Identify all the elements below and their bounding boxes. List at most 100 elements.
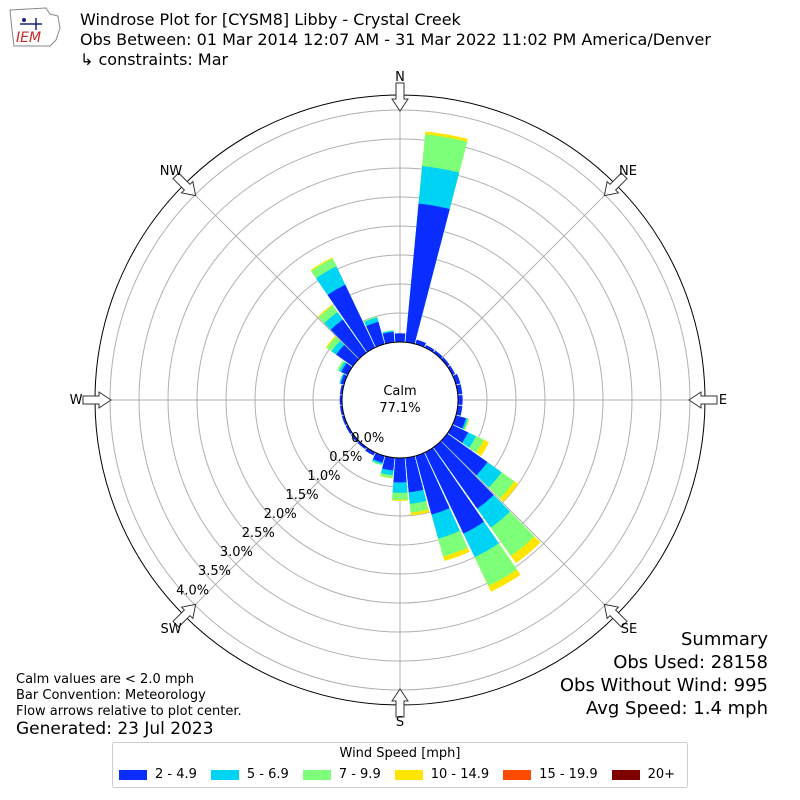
- wind-bar-130-bin-0: [441, 433, 488, 476]
- wind-bar-60-bin-0: [447, 365, 456, 376]
- wind-bar-0-bin-0: [394, 333, 406, 343]
- wind-bar-260-bin-0: [339, 405, 344, 416]
- wind-bar-70-bin-0: [452, 373, 461, 385]
- grid-spoke: [440, 440, 617, 617]
- grid-spoke: [183, 440, 360, 617]
- dir-label-w: W: [70, 393, 83, 408]
- generated-date: Generated: 23 Jul 2023: [16, 719, 214, 739]
- legend-label: 10 - 14.9: [430, 767, 490, 782]
- summary-obs-used: Obs Used: 28158: [613, 652, 768, 673]
- legend-swatch: [302, 769, 331, 780]
- dir-label-s: S: [396, 715, 404, 730]
- wind-bar-20-bin-0: [415, 339, 427, 348]
- radial-tick-label: 1.0%: [307, 469, 340, 484]
- wind-bar-320-bin-0: [330, 319, 367, 359]
- flow-arrow-45: [603, 172, 628, 197]
- wind-bar-310-bin-0: [336, 345, 359, 367]
- legend-swatch: [394, 769, 423, 780]
- note-convention: Bar Convention: Meteorology: [16, 688, 206, 703]
- dir-label-se: SE: [621, 622, 637, 637]
- note-calm: Calm values are < 2.0 mph: [16, 672, 195, 687]
- flow-arrow-270: [82, 391, 112, 409]
- chart-title-block: Windrose Plot for [CYSM8] Libby - Crysta…: [80, 10, 711, 70]
- flow-arrow-315: [172, 172, 197, 197]
- summary-heading: Summary: [681, 629, 768, 650]
- iem-logo: IEM: [6, 6, 64, 50]
- legend-items: 2 - 4.9 5 - 6.9 7 - 9.9 10 - 14.9 15 - 1…: [119, 767, 681, 782]
- wind-bar-330-bin-0: [327, 284, 376, 353]
- chart-subtitle: Obs Between: 01 Mar 2014 12:07 AM - 31 M…: [80, 30, 711, 49]
- summary-obs-without-wind: Obs Without Wind: 995: [559, 675, 768, 696]
- radial-tick-label: 0.0%: [351, 431, 384, 446]
- radial-tick-label: 3.0%: [220, 545, 253, 560]
- wind-bars: [310, 131, 541, 592]
- legend-swatch: [210, 769, 239, 780]
- wind-bar-140-bin-0: [433, 441, 494, 509]
- wind-bar-240-bin-0: [345, 424, 353, 435]
- wind-bar-10-bin-0: [405, 203, 450, 344]
- wind-bar-170-bin-0: [405, 456, 424, 493]
- legend-item: 2 - 4.9: [119, 767, 197, 782]
- wind-bar-30-bin-0: [424, 344, 435, 353]
- calm-value: 77.1%: [379, 401, 420, 416]
- wind-bar-110-bin-0: [452, 415, 466, 429]
- svg-text:IEM: IEM: [16, 30, 41, 46]
- wind-bar-210-bin-0: [365, 447, 376, 456]
- flow-arrow-180: [391, 688, 409, 718]
- legend: Wind Speed [mph] 2 - 4.9 5 - 6.9 7 - 9.9…: [112, 742, 688, 788]
- dir-label-e: E: [719, 393, 727, 408]
- legend-label: 5 - 6.9: [246, 767, 289, 782]
- direction-arrows: [82, 82, 718, 718]
- summary-avg-speed: Avg Speed: 1.4 mph: [586, 698, 768, 719]
- calm-label: Calm: [383, 384, 416, 399]
- dir-label-sw: SW: [160, 622, 181, 637]
- wind-bar-280-bin-0: [339, 384, 344, 395]
- wind-bar-40-bin-0: [433, 350, 443, 359]
- legend-swatch: [611, 769, 640, 780]
- wind-bar-300-bin-0: [341, 363, 353, 376]
- radial-tick-label: 2.5%: [242, 526, 275, 541]
- wind-bar-230-bin-0: [350, 433, 359, 443]
- calm-circle: [341, 341, 459, 459]
- legend-item: 10 - 14.9: [394, 767, 490, 782]
- legend-swatch: [503, 769, 532, 780]
- chart-constraints: ↳ constraints: Mar: [80, 50, 229, 69]
- wind-bar-220-bin-0: [357, 441, 367, 450]
- wind-bar-120-bin-0: [447, 424, 469, 443]
- radial-tick-label: 4.0%: [176, 583, 209, 598]
- wind-bar-190-bin-0: [382, 456, 395, 471]
- legend-item: 7 - 9.9: [302, 767, 381, 782]
- wind-bar-150-bin-0: [424, 447, 484, 534]
- note-flow: Flow arrows relative to plot center.: [16, 704, 242, 719]
- flow-arrow-0: [391, 82, 409, 112]
- wind-bar-250-bin-0: [341, 415, 348, 426]
- wind-bar-50-bin-0: [441, 357, 450, 367]
- dir-label-ne: NE: [619, 164, 637, 179]
- wind-bar-90-bin-0: [457, 394, 463, 406]
- flow-arrow-135: [603, 603, 628, 628]
- legend-item: 15 - 19.9: [503, 767, 598, 782]
- wind-bar-290-bin-0: [340, 374, 348, 385]
- legend-label: 20+: [647, 767, 676, 782]
- radial-tick-label: 1.5%: [286, 488, 319, 503]
- grid-spoke: [183, 183, 360, 360]
- legend-item: 20+: [611, 767, 676, 782]
- direction-labels: N NE E SE S SW W NW: [70, 70, 728, 730]
- legend-label: 7 - 9.9: [338, 767, 381, 782]
- legend-label: 2 - 4.9: [155, 767, 197, 782]
- radial-tick-label: 3.5%: [198, 564, 231, 579]
- legend-swatch: [119, 769, 147, 780]
- legend-label: 15 - 19.9: [539, 767, 598, 782]
- wind-bar-350-bin-0: [382, 331, 395, 344]
- summary-block: Summary Obs Used: 28158 Obs Without Wind…: [560, 628, 768, 720]
- radial-tick-label: 0.5%: [329, 450, 362, 465]
- radial-tick-label: 2.0%: [264, 507, 297, 522]
- radial-tick-labels: 0.0% 0.5% 1.0% 1.5% 2.0% 2.5% 3.0% 3.5% 4.0%: [176, 431, 384, 598]
- flow-arrow-90: [688, 391, 718, 409]
- wind-bar-180-bin-0: [393, 457, 407, 483]
- grid-spoke: [440, 183, 617, 360]
- dir-label-n: N: [395, 70, 405, 85]
- dir-label-nw: NW: [160, 164, 183, 179]
- legend-item: 5 - 6.9: [210, 767, 289, 782]
